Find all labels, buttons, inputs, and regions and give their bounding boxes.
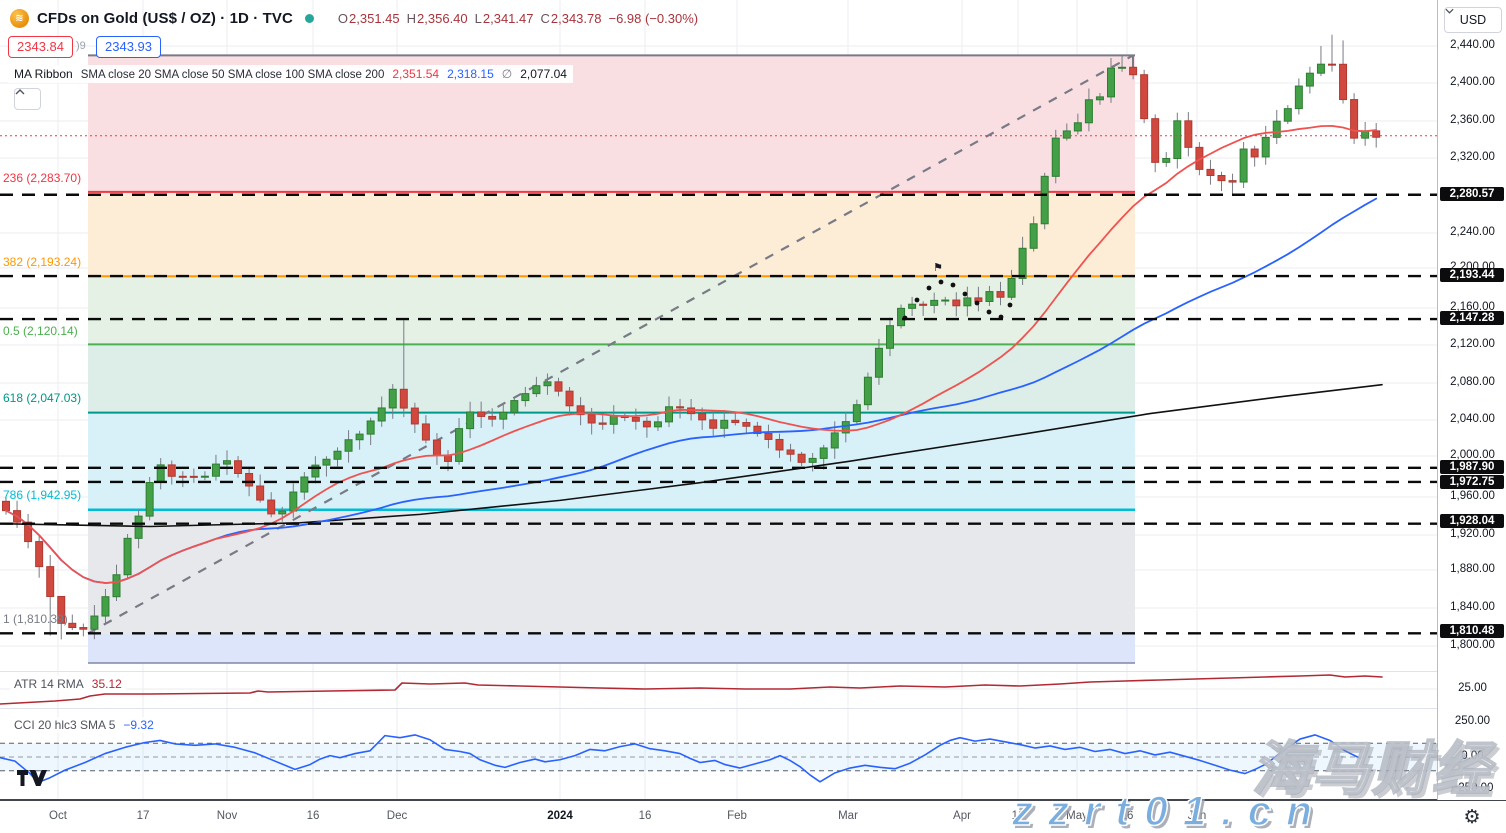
- ma-ribbon-sma200-value: 2,077.04: [520, 67, 567, 81]
- ma-ribbon-sma50-value: 2,318.15: [447, 67, 494, 81]
- cci-title: CCI 20 hlc3 SMA 5: [14, 718, 116, 732]
- high-label: H: [406, 11, 417, 26]
- fib-level-label: 382 (2,193.24): [3, 255, 82, 269]
- fib-level-label: 786 (1,942.95): [3, 488, 82, 502]
- atr-legend[interactable]: ATR 14 RMA 35.12: [10, 676, 126, 692]
- symbol-title[interactable]: CFDs on Gold (US$ / OZ) · 1D · TVC: [37, 10, 293, 27]
- instrument-logo-icon: ≋: [10, 9, 29, 28]
- time-axis-label: Jun: [1187, 810, 1207, 822]
- axis-tick-label: 1,880.00: [1450, 563, 1495, 575]
- price-level-badge: 1,810.48: [1440, 624, 1504, 638]
- atr-value: 35.12: [91, 677, 122, 691]
- sell-price-badge[interactable]: 2343.84: [8, 36, 73, 58]
- open-value: 2,351.45: [349, 11, 400, 26]
- collapse-indicator-button[interactable]: [14, 88, 41, 110]
- ohlc-values: O2,351.45 H2,356.40 L2,341.47 C2,343.78 …: [338, 11, 698, 26]
- axis-tick-label: 1,840.00: [1450, 601, 1495, 613]
- axis-tick-label: 2,160.00: [1450, 301, 1495, 313]
- ma-ribbon-legend[interactable]: MA Ribbon SMA close 20 SMA close 50 SMA …: [8, 65, 573, 83]
- pane-separator[interactable]: [0, 671, 1506, 672]
- axis-tick-label: 2,440.00: [1450, 39, 1495, 51]
- ma-ribbon-sma100-value: ∅: [501, 67, 513, 81]
- price-level-badge: 1,987.90: [1440, 460, 1504, 474]
- cci-legend[interactable]: CCI 20 hlc3 SMA 5 −9.32: [10, 717, 158, 733]
- change-value: −6.98 (−0.30%): [608, 11, 699, 26]
- svg-text:⚑: ⚑: [933, 262, 943, 274]
- time-axis-label: 2024: [547, 810, 573, 822]
- axis-tick-label: 250.00: [1454, 715, 1491, 727]
- open-label: O: [337, 11, 349, 26]
- axis-tick-label: 25.00: [1458, 682, 1487, 694]
- low-value: 2,341.47: [482, 11, 534, 26]
- market-status-icon[interactable]: [304, 14, 314, 23]
- ma-ribbon-title: MA Ribbon: [14, 67, 73, 81]
- fib-level-label: 618 (2,047.03): [3, 391, 82, 405]
- currency-label: USD: [1459, 13, 1487, 27]
- axis-tick-label: 2,360.00: [1450, 114, 1495, 126]
- axis-tick-label: −250.00: [1451, 782, 1494, 794]
- time-axis-label: 16: [1120, 810, 1134, 822]
- axis-tick-label: 2,080.00: [1450, 376, 1495, 388]
- axis-tick-label: 2,120.00: [1450, 338, 1495, 350]
- price-level-badge: 2,147.28: [1440, 311, 1504, 325]
- price-axis[interactable]: USD 2,440.00 2,400.00 2,360.00 2,320.00 2,24…: [1437, 0, 1506, 800]
- axis-tick-label: 2,040.00: [1450, 413, 1495, 425]
- axis-tick-label: 2,320.00: [1450, 151, 1495, 163]
- close-value: 2,343.78: [550, 11, 602, 26]
- tradingview-logo-icon: [17, 770, 47, 786]
- atr-title: ATR 14 RMA: [14, 677, 84, 691]
- settings-gear-icon[interactable]: ⚙: [1463, 806, 1481, 828]
- symbol-header: ≋ CFDs on Gold (US$ / OZ) · 1D · TVC O2,…: [10, 9, 698, 28]
- time-axis-label: Apr: [953, 810, 971, 822]
- price-level-badge: 2,193.44: [1440, 268, 1504, 282]
- time-axis-label: Dec: [386, 810, 408, 822]
- time-axis-label: 17: [136, 810, 150, 822]
- axis-tick-label: 0.00: [1461, 750, 1484, 762]
- fib-level-label: 236 (2,283.70): [3, 171, 82, 185]
- time-axis-label: Mar: [838, 810, 858, 822]
- axis-tick-label: 2,000.00: [1450, 449, 1495, 461]
- buy-price-badge[interactable]: 2343.93: [96, 36, 161, 58]
- close-label: C: [540, 11, 550, 26]
- currency-selector[interactable]: USD: [1444, 7, 1502, 33]
- ma-ribbon-params: SMA close 20 SMA close 50 SMA close 100 …: [80, 69, 385, 81]
- badge-separator-text: )9: [76, 40, 86, 52]
- time-axis-label: 16: [1011, 810, 1025, 822]
- cci-value: −9.32: [123, 718, 154, 732]
- low-label: L: [474, 11, 482, 26]
- time-axis-label: Nov: [216, 810, 238, 822]
- ma-ribbon-sma20-value: 2,351.54: [392, 67, 440, 81]
- time-axis-label: May: [1066, 810, 1088, 822]
- axis-tick-label: 2,240.00: [1450, 226, 1495, 238]
- time-axis-label: 16: [306, 810, 320, 822]
- time-axis-border: [0, 799, 1506, 801]
- pane-separator[interactable]: [0, 708, 1506, 709]
- price-level-badge: 2,280.57: [1440, 187, 1504, 201]
- axis-tick-label: 2,400.00: [1450, 76, 1495, 88]
- fib-level-label: 0.5 (2,120.14): [3, 324, 78, 338]
- price-level-badge: 1,928.04: [1440, 514, 1504, 528]
- time-axis-label: Oct: [49, 810, 67, 822]
- axis-tick-label: 1,800.00: [1450, 639, 1495, 651]
- fib-level-label: 1 (1,810.39): [3, 612, 68, 626]
- high-value: 2,356.40: [417, 11, 468, 26]
- axis-tick-label: 1,920.00: [1450, 528, 1495, 540]
- axis-tick-label: 1,960.00: [1450, 490, 1495, 502]
- price-level-badge: 1,972.75: [1440, 475, 1504, 489]
- time-axis[interactable]: Oct 17 Nov 16 Dec 2024 16 Feb Mar Apr 16 May 16 Jun: [0, 801, 1506, 833]
- time-axis-label: Feb: [727, 810, 747, 822]
- chart-canvas[interactable]: ⚑: [0, 0, 1437, 800]
- chevron-up-icon: [15, 89, 25, 95]
- chevron-down-icon: [1445, 8, 1454, 14]
- time-axis-label: 16: [638, 810, 652, 822]
